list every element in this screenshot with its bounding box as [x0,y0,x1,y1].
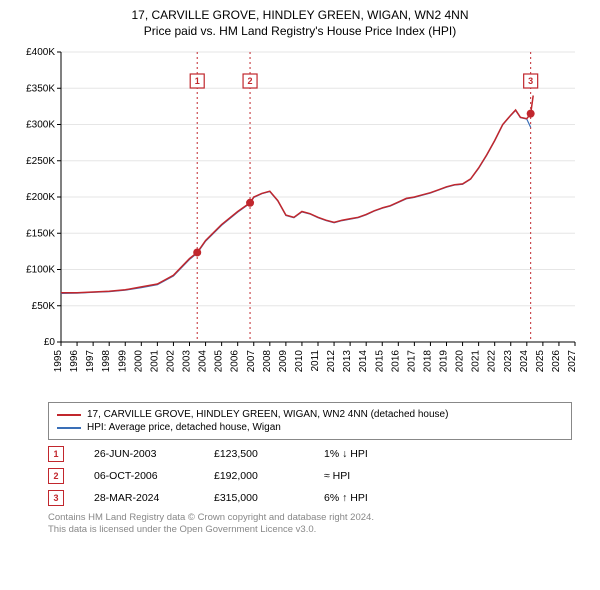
table-row: 1 26-JUN-2003 £123,500 1% ↓ HPI [48,446,572,462]
svg-text:1997: 1997 [85,350,96,373]
svg-text:1999: 1999 [117,350,128,373]
transactions-table: 1 26-JUN-2003 £123,500 1% ↓ HPI 2 06-OCT… [48,446,572,506]
legend-swatch-property [57,414,81,416]
svg-text:2001: 2001 [149,350,160,373]
svg-text:2018: 2018 [422,350,433,373]
transaction-marker-icon: 2 [48,468,64,484]
svg-text:1998: 1998 [101,350,112,373]
transaction-date: 26-JUN-2003 [94,448,184,460]
legend-label: 17, CARVILLE GROVE, HINDLEY GREEN, WIGAN… [87,409,448,420]
transaction-delta: ≈ HPI [324,470,414,482]
footer-line2: This data is licensed under the Open Gov… [48,524,572,536]
svg-text:£200K: £200K [26,192,55,203]
svg-text:2012: 2012 [326,350,337,373]
svg-text:3: 3 [528,76,533,86]
svg-text:£300K: £300K [26,120,55,131]
transaction-delta: 1% ↓ HPI [324,448,414,460]
svg-text:2022: 2022 [487,350,498,373]
svg-text:£350K: £350K [26,83,55,94]
svg-text:2024: 2024 [519,350,530,373]
legend-label: HPI: Average price, detached house, Wiga… [87,422,281,433]
svg-text:1996: 1996 [69,350,80,373]
transaction-price: £315,000 [214,492,294,504]
svg-text:2000: 2000 [133,350,144,373]
svg-text:2007: 2007 [246,350,257,373]
svg-text:£100K: £100K [26,265,55,276]
legend-row: 17, CARVILLE GROVE, HINDLEY GREEN, WIGAN… [57,409,563,420]
svg-text:2019: 2019 [439,350,450,373]
svg-text:2015: 2015 [374,350,385,373]
chart-area: £0 £50K £100K £150K £200K £250K £300K £350K £400… [15,42,585,392]
legend-box: 17, CARVILLE GROVE, HINDLEY GREEN, WIGAN… [48,402,572,440]
svg-text:2009: 2009 [278,350,289,373]
transaction-date: 28-MAR-2024 [94,492,184,504]
transaction-price: £123,500 [214,448,294,460]
svg-text:2005: 2005 [214,350,225,373]
footer-line1: Contains HM Land Registry data © Crown c… [48,512,572,524]
svg-text:2027: 2027 [567,350,578,373]
legend-row: HPI: Average price, detached house, Wiga… [57,422,563,433]
svg-text:1995: 1995 [53,350,64,373]
transaction-price: £192,000 [214,470,294,482]
svg-text:2011: 2011 [310,350,321,372]
svg-text:2017: 2017 [406,350,417,373]
chart-title-block: 17, CARVILLE GROVE, HINDLEY GREEN, WIGAN… [8,8,592,38]
table-row: 3 28-MAR-2024 £315,000 6% ↑ HPI [48,490,572,506]
transaction-marker-icon: 3 [48,490,64,506]
table-row: 2 06-OCT-2006 £192,000 ≈ HPI [48,468,572,484]
svg-text:2025: 2025 [535,350,546,373]
footer-attribution: Contains HM Land Registry data © Crown c… [48,512,572,537]
chart-title-line1: 17, CARVILLE GROVE, HINDLEY GREEN, WIGAN… [8,8,592,22]
svg-text:£250K: £250K [26,156,55,167]
transaction-marker-icon: 1 [48,446,64,462]
svg-text:2006: 2006 [230,350,241,373]
line-chart-svg: £0 £50K £100K £150K £200K £250K £300K £350K £400… [15,42,585,392]
svg-text:£400K: £400K [26,47,55,58]
svg-text:2026: 2026 [551,350,562,373]
svg-text:£150K: £150K [26,228,55,239]
svg-text:2008: 2008 [262,350,273,373]
svg-text:1: 1 [195,76,200,86]
transaction-date: 06-OCT-2006 [94,470,184,482]
svg-text:2013: 2013 [342,350,353,373]
svg-text:2021: 2021 [471,350,482,373]
svg-text:2004: 2004 [198,350,209,373]
svg-text:2010: 2010 [294,350,305,373]
svg-text:2014: 2014 [358,350,369,373]
svg-text:2: 2 [248,76,253,86]
legend-swatch-hpi [57,427,81,429]
transaction-delta: 6% ↑ HPI [324,492,414,504]
svg-text:2003: 2003 [182,350,193,373]
svg-text:2023: 2023 [503,350,514,373]
svg-text:2002: 2002 [165,350,176,373]
svg-text:2016: 2016 [390,350,401,373]
chart-title-line2: Price paid vs. HM Land Registry's House … [8,24,592,38]
svg-text:£50K: £50K [32,301,56,312]
svg-text:2020: 2020 [455,350,466,373]
svg-text:£0: £0 [44,337,56,348]
